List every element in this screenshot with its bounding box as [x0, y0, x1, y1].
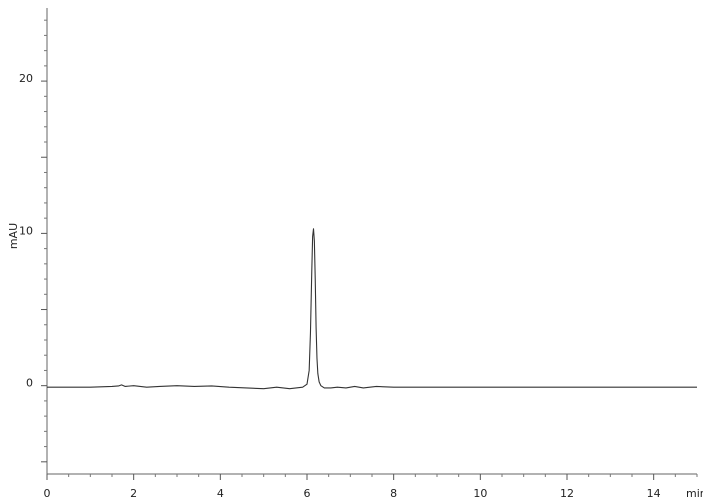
x-tick-label: 2	[130, 487, 137, 498]
y-tick-label: 20	[19, 72, 33, 85]
y-tick-label: 10	[19, 224, 33, 237]
x-axis-label: min	[686, 487, 703, 498]
x-tick-label: 10	[473, 487, 487, 498]
y-tick-label: 0	[26, 377, 33, 390]
x-tick-label: 4	[217, 487, 224, 498]
x-tick-label: 8	[390, 487, 397, 498]
axes: 0 2 4 6 8 10 12 14 0 10 20	[19, 8, 698, 498]
x-tick-label: 14	[647, 487, 661, 498]
x-tick-label: 6	[304, 487, 311, 498]
chromatogram-trace	[47, 228, 697, 390]
x-tick-label: 12	[560, 487, 574, 498]
plot-area	[47, 228, 697, 390]
x-tick-label: 0	[44, 487, 51, 498]
y-axis-label: mAU	[7, 223, 20, 249]
